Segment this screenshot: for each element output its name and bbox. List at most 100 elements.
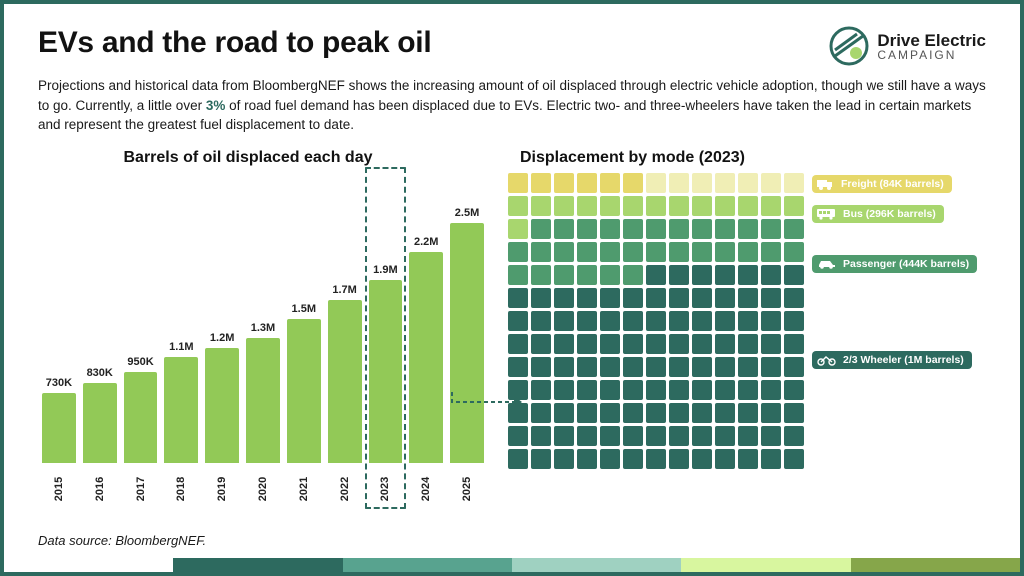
waffle-cell: [738, 334, 758, 354]
waffle-cell: [531, 334, 551, 354]
waffle-cell: [554, 288, 574, 308]
footer-band: [343, 558, 512, 572]
bar-chart-title: Barrels of oil displaced each day: [38, 149, 488, 167]
legend-item-passenger: Passenger (444K barrels): [812, 255, 977, 273]
bar-rect: [124, 372, 158, 463]
bar-value-label: 1.3M: [251, 322, 275, 334]
waffle-cell: [761, 380, 781, 400]
bar-year-label: 2022: [339, 476, 351, 500]
waffle-cell: [508, 403, 528, 423]
waffle-cell: [669, 357, 689, 377]
waffle-cell: [623, 173, 643, 193]
waffle-cell: [761, 173, 781, 193]
bar-rect: [205, 348, 239, 463]
bar: 950K2017: [124, 356, 158, 463]
bar: 1.2M2019: [205, 332, 239, 463]
legend-item-freight: Freight (84K barrels): [812, 175, 952, 193]
waffle-cell: [508, 196, 528, 216]
waffle-cell: [738, 265, 758, 285]
waffle-cell: [623, 219, 643, 239]
waffle-cell: [761, 219, 781, 239]
waffle-cell: [554, 242, 574, 262]
waffle-cell: [508, 449, 528, 469]
bar-year-label: 2015: [53, 476, 65, 500]
waffle-cell: [669, 288, 689, 308]
waffle-cell: [738, 426, 758, 446]
waffle-cell: [715, 219, 735, 239]
waffle-cell: [623, 311, 643, 331]
waffle-cell: [600, 288, 620, 308]
waffle-cell: [646, 288, 666, 308]
bar-rect: [450, 223, 484, 463]
waffle-cell: [669, 219, 689, 239]
waffle-cell: [738, 380, 758, 400]
waffle-cell: [600, 242, 620, 262]
bar-value-label: 830K: [87, 367, 113, 379]
waffle-cell: [646, 311, 666, 331]
logo-text-line1: Drive Electric: [877, 32, 986, 49]
waffle-cell: [692, 173, 712, 193]
waffle-cell: [669, 449, 689, 469]
waffle-cell: [669, 196, 689, 216]
waffle-cell: [669, 311, 689, 331]
waffle-cell: [692, 334, 712, 354]
waffle-cell: [623, 449, 643, 469]
waffle-cell: [669, 380, 689, 400]
bar-value-label: 2.2M: [414, 236, 438, 248]
legend-label: 2/3 Wheeler (1M barrels): [843, 354, 964, 366]
waffle-cell: [554, 403, 574, 423]
waffle-cell: [646, 173, 666, 193]
waffle-cell: [784, 403, 804, 423]
legend-item-bus: Bus (296K barrels): [812, 205, 944, 223]
waffle-cell: [784, 196, 804, 216]
bar-year-label: 2023: [379, 476, 391, 500]
waffle-cell: [508, 426, 528, 446]
waffle-cell: [600, 173, 620, 193]
waffle-cell: [692, 265, 712, 285]
waffle-cell: [715, 173, 735, 193]
waffle-cell: [715, 334, 735, 354]
waffle-cell: [600, 311, 620, 331]
waffle-cell: [623, 403, 643, 423]
waffle-cell: [623, 288, 643, 308]
waffle-cell: [784, 265, 804, 285]
waffle-cell: [646, 242, 666, 262]
waffle-cell: [738, 242, 758, 262]
bar-chart: 730K2015830K2016950K20171.1M20181.2M2019…: [38, 173, 488, 463]
highlight-percent: 3%: [206, 98, 226, 113]
waffle-cell: [715, 311, 735, 331]
waffle-cell: [761, 265, 781, 285]
bar: 1.5M2021: [287, 303, 321, 463]
waffle-cell: [761, 196, 781, 216]
bar-value-label: 1.1M: [169, 341, 193, 353]
waffle-cell: [761, 242, 781, 262]
drive-electric-logo-icon: [829, 26, 869, 66]
waffle-cell: [738, 357, 758, 377]
legend-label: Passenger (444K barrels): [843, 258, 969, 270]
waffle-cell: [508, 219, 528, 239]
waffle-cell: [577, 380, 597, 400]
description: Projections and historical data from Blo…: [38, 76, 986, 135]
bar-value-label: 1.9M: [373, 264, 397, 276]
waffle-cell: [577, 334, 597, 354]
waffle-cell: [554, 380, 574, 400]
bar-year-label: 2017: [135, 476, 147, 500]
waffle-cell: [715, 426, 735, 446]
waffle-cell: [784, 357, 804, 377]
waffle-cell: [646, 426, 666, 446]
waffle-cell: [508, 173, 528, 193]
waffle-cell: [715, 380, 735, 400]
waffle-cell: [692, 196, 712, 216]
waffle-cell: [692, 426, 712, 446]
waffle-cell: [600, 265, 620, 285]
waffle-cell: [761, 403, 781, 423]
bar: 2.2M2024: [409, 236, 443, 463]
waffle-cell: [784, 288, 804, 308]
waffle-cell: [577, 311, 597, 331]
bar-value-label: 1.7M: [332, 284, 356, 296]
bar-rect: [328, 300, 362, 463]
waffle-cell: [761, 449, 781, 469]
waffle-cell: [623, 357, 643, 377]
waffle-cell: [761, 311, 781, 331]
legend-item-two_three: 2/3 Wheeler (1M barrels): [812, 351, 972, 369]
